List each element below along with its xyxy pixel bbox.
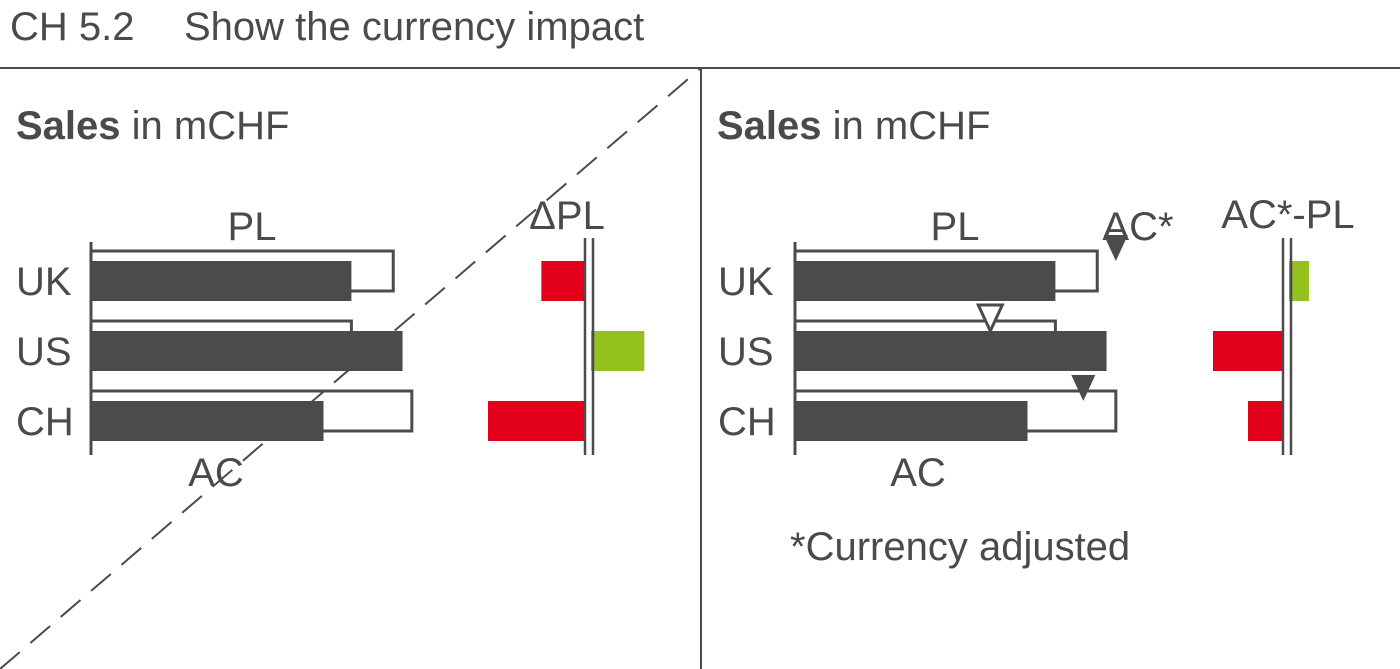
right-category-label-ch: CH: [718, 400, 776, 444]
currency-footnote: *Currency adjusted: [790, 525, 1130, 569]
left-pl-label: PL: [228, 205, 277, 249]
right-acstar-marker-us: [975, 303, 1005, 335]
right-variance-bar-ch: [1248, 401, 1283, 441]
right-category-label-uk: UK: [718, 260, 774, 304]
right-pl-label: PL: [931, 205, 980, 249]
right-delta-label: AC*-PL: [1221, 193, 1354, 237]
right-ac-label: AC: [890, 451, 946, 495]
left-ac-bar-ch: [91, 401, 324, 441]
left-ac-bar-us: [91, 331, 403, 371]
left-category-label-us: US: [16, 330, 72, 374]
left-variance-bar-us: [591, 331, 645, 371]
right-ac-bar-us: [795, 331, 1107, 371]
right-variance-bar-uk: [1289, 261, 1309, 301]
left-variance-bar-ch: [488, 401, 585, 441]
left-category-label-ch: CH: [16, 400, 74, 444]
right-ac-bar-uk: [795, 261, 1056, 301]
right-acstar-marker-ch: [1071, 375, 1096, 401]
left-title-bold: Sales: [16, 104, 121, 148]
right-variance-bar-us: [1213, 331, 1283, 371]
right-chart-marks: UK US CH: [718, 235, 1309, 455]
left-ac-label: AC: [188, 451, 244, 495]
left-category-label-uk: UK: [16, 260, 72, 304]
right-title-rest: in mCHF: [822, 104, 991, 148]
cross-out-line: [0, 67, 702, 669]
right-category-label-us: US: [718, 330, 774, 374]
left-title-rest: in mCHF: [121, 104, 290, 148]
left-variance-bar-uk: [541, 261, 585, 301]
right-title-bold: Sales: [717, 104, 822, 148]
cross-out-line-group: [0, 67, 702, 669]
left-panel-title: Sales in mCHF: [16, 104, 289, 148]
left-delta-label: ΔPL: [529, 194, 605, 238]
right-ac-bar-ch: [795, 401, 1028, 441]
left-chart-marks: UK US CH: [16, 238, 645, 455]
right-panel-title: Sales in mCHF: [717, 104, 990, 148]
chart-code: CH 5.2: [10, 5, 135, 49]
right-acstar-marker-uk: [1103, 235, 1128, 261]
page-title: Show the currency impact: [184, 5, 644, 49]
left-ac-bar-uk: [91, 261, 352, 301]
